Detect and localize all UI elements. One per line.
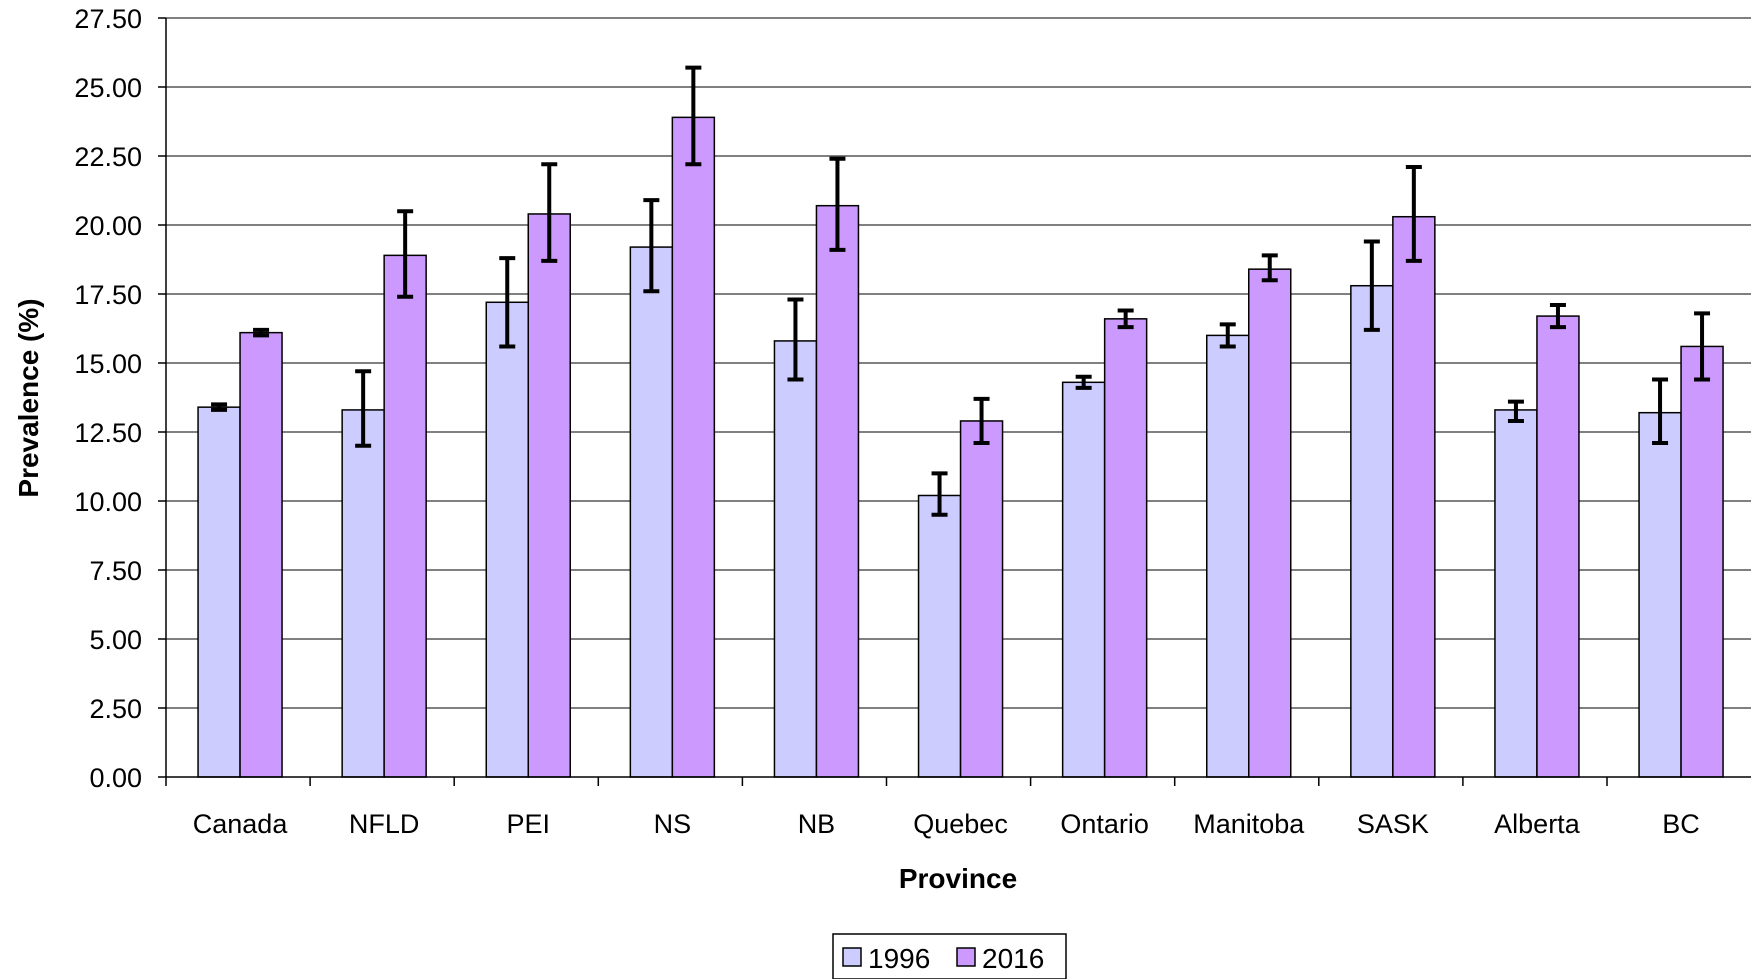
y-tick-label: 15.00 — [74, 349, 142, 379]
y-tick-label: 27.50 — [74, 4, 142, 34]
y-tick-label: 0.00 — [89, 763, 142, 793]
error-bar-bc-2016 — [1694, 311, 1711, 382]
x-tick-label-canada: Canada — [193, 809, 289, 839]
bar-pei-1996 — [485, 301, 529, 778]
error-bar-quebec-1996 — [931, 471, 948, 517]
y-tick-labels: 0.00 2.50 5.00 7.50 10.00 12.50 15.00 17.50 20.0… — [74, 4, 142, 793]
error-bar-manitoba-2016 — [1261, 253, 1278, 283]
error-bar-nb-1996 — [787, 297, 804, 382]
error-bar-pei-2016 — [541, 162, 558, 263]
y-tick-label: 10.00 — [74, 487, 142, 517]
legend-label-2016: 2016 — [982, 943, 1044, 974]
gridlines — [166, 17, 1751, 709]
error-bar-nfld-1996 — [355, 369, 372, 448]
error-bar-ns-1996 — [643, 198, 660, 294]
x-tick-label-nb: NB — [798, 809, 836, 839]
error-bar-quebec-2016 — [973, 396, 990, 446]
bar-sask-1996 — [1350, 284, 1394, 778]
y-tick-label: 2.50 — [89, 694, 142, 724]
x-tick-label-pei: PEI — [506, 809, 550, 839]
bar-nfld-2016 — [383, 254, 427, 778]
x-tick-label-nfld: NFLD — [349, 809, 420, 839]
bar-bc-1996 — [1638, 411, 1682, 778]
error-bar-bc-1996 — [1652, 377, 1669, 446]
x-tick-label-quebec: Quebec — [913, 809, 1008, 839]
y-tick-label: 5.00 — [89, 625, 142, 655]
error-bar-ns-2016 — [685, 65, 702, 167]
x-axis-title: Province — [899, 863, 1017, 894]
bars — [197, 116, 1724, 778]
bar-canada-2016 — [239, 331, 283, 778]
bar-ontario-2016 — [1103, 318, 1148, 778]
x-tick-label-manitoba: Manitoba — [1193, 809, 1305, 839]
y-tick-label: 17.50 — [74, 280, 142, 310]
x-tick-label-alberta: Alberta — [1494, 809, 1581, 839]
bar-quebec-1996 — [917, 494, 962, 778]
error-bar-alberta-1996 — [1507, 399, 1524, 423]
bar-ns-1996 — [629, 246, 674, 778]
x-tick-label-sask: SASK — [1357, 809, 1429, 839]
bar-manitoba-2016 — [1248, 268, 1292, 778]
bar-manitoba-1996 — [1206, 334, 1250, 778]
x-tick-label-ontario: Ontario — [1060, 809, 1149, 839]
y-tick-label: 12.50 — [74, 418, 142, 448]
x-tick-label-bc: BC — [1662, 809, 1700, 839]
bar-pei-2016 — [527, 213, 571, 778]
x-tick-label-ns: NS — [654, 809, 692, 839]
y-tick-label: 22.50 — [74, 142, 142, 172]
bar-nfld-1996 — [341, 409, 385, 778]
y-tick-label: 25.00 — [74, 73, 142, 103]
bar-ns-2016 — [671, 116, 716, 778]
error-bar-alberta-2016 — [1549, 303, 1566, 330]
y-axis-title: Prevalence (%) — [13, 298, 44, 497]
error-bars — [211, 65, 1711, 517]
legend-label-1996: 1996 — [868, 943, 930, 974]
error-bar-nfld-2016 — [397, 209, 414, 299]
error-bar-ontario-2016 — [1117, 308, 1134, 330]
error-bar-canada-2016 — [253, 327, 270, 338]
bar-nb-1996 — [773, 340, 818, 778]
bar-ontario-1996 — [1061, 381, 1106, 778]
bar-canada-1996 — [197, 406, 241, 778]
bar-alberta-1996 — [1494, 409, 1538, 778]
x-tick-labels: Canada NFLD PEI NS NB Quebec Ontario Manitoba SA… — [193, 809, 1700, 839]
y-tick-label: 7.50 — [89, 556, 142, 586]
error-bar-manitoba-1996 — [1219, 322, 1236, 349]
axes — [158, 17, 1751, 786]
legend-swatch-2016 — [956, 947, 976, 967]
legend: 1996 2016 — [832, 933, 1067, 979]
legend-swatch-1996 — [842, 947, 862, 967]
error-bar-sask-1996 — [1363, 239, 1380, 332]
error-bar-canada-1996 — [211, 402, 228, 412]
legend-box — [832, 933, 1067, 979]
bar-alberta-2016 — [1536, 315, 1580, 778]
bar-quebec-2016 — [959, 420, 1004, 778]
y-tick-label: 20.00 — [74, 211, 142, 241]
error-bar-pei-1996 — [499, 256, 516, 349]
bar-sask-2016 — [1392, 215, 1436, 778]
error-bar-nb-2016 — [829, 156, 846, 252]
error-bar-ontario-1996 — [1075, 374, 1092, 390]
error-bar-sask-2016 — [1405, 165, 1422, 263]
bar-bc-2016 — [1680, 345, 1724, 778]
bar-nb-2016 — [815, 204, 860, 778]
